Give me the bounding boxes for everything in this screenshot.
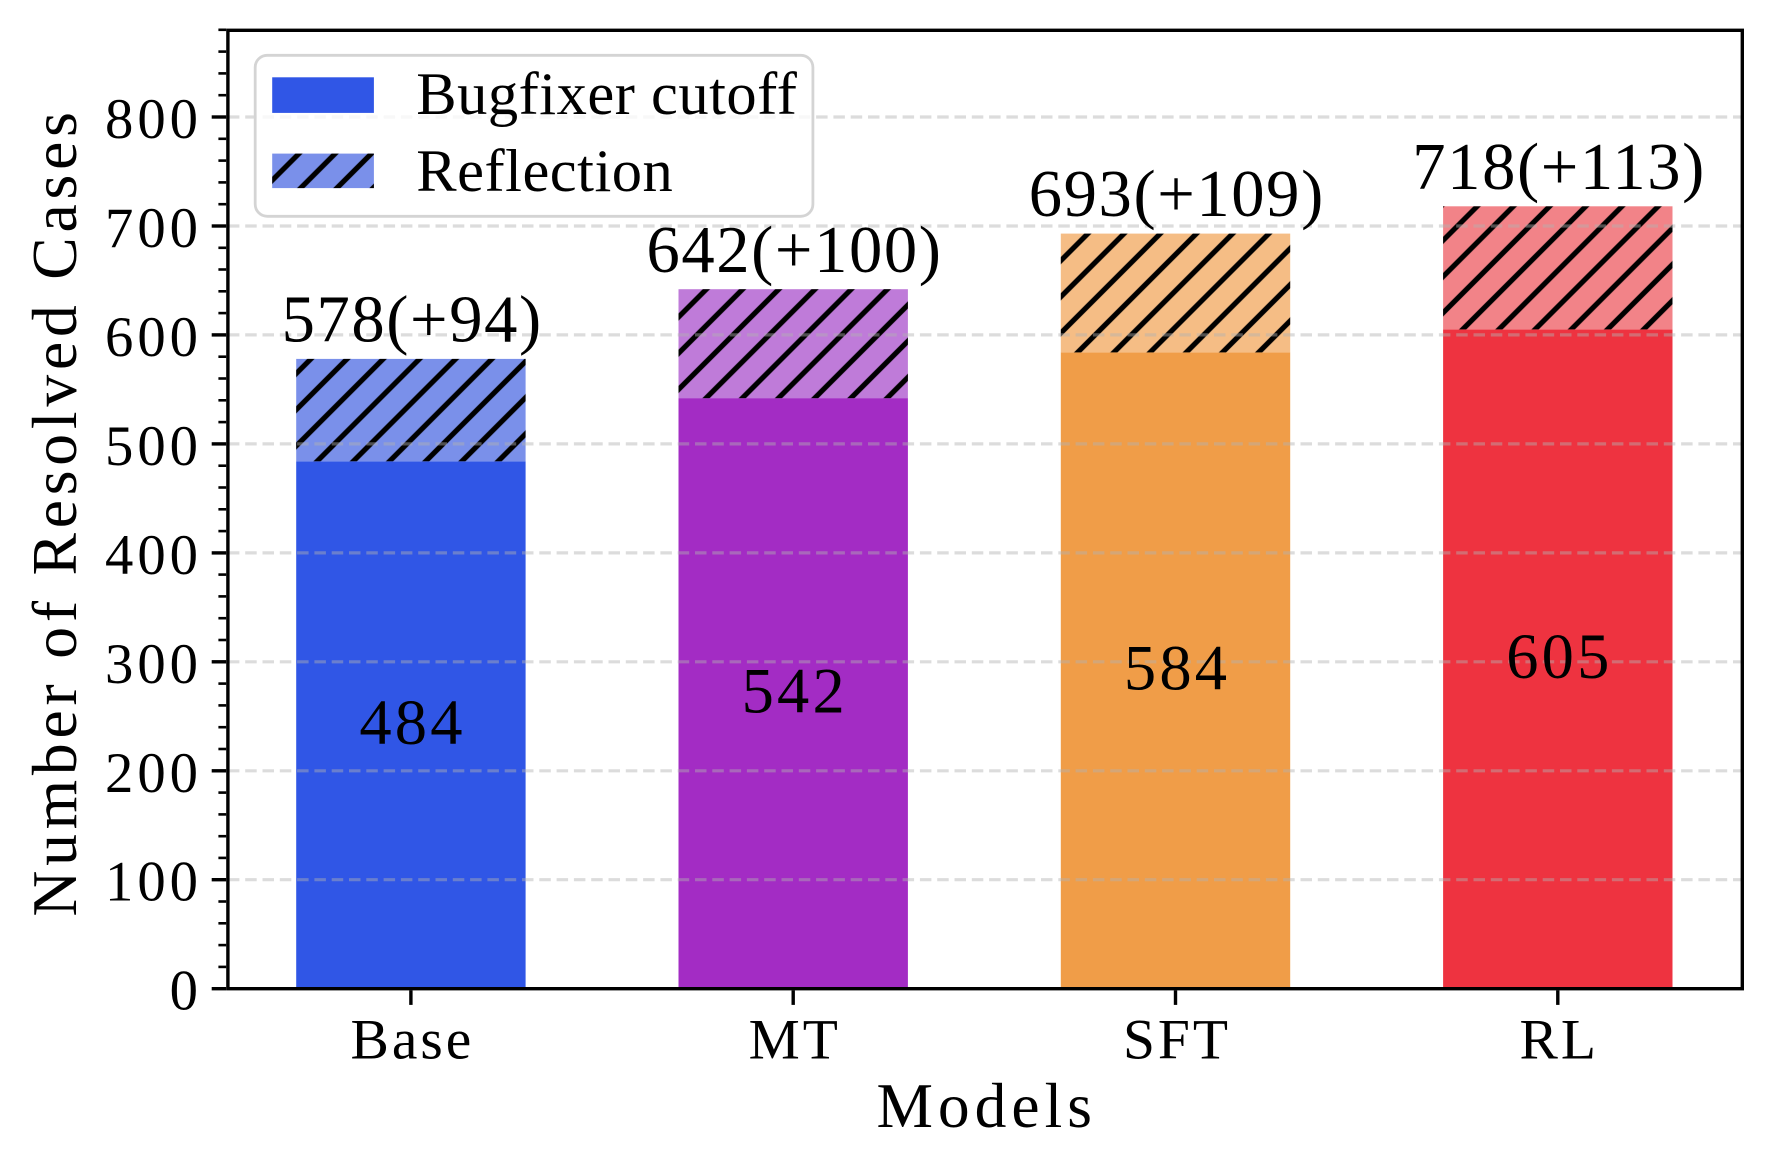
- svg-text:Models: Models: [876, 1070, 1097, 1141]
- svg-text:584: 584: [1124, 633, 1230, 704]
- svg-text:RL: RL: [1520, 1009, 1599, 1072]
- svg-text:Number of Resolved Cases: Number of Resolved Cases: [19, 107, 90, 916]
- svg-text:484: 484: [359, 687, 465, 758]
- svg-text:542: 542: [742, 655, 848, 726]
- svg-text:Reflection: Reflection: [416, 138, 673, 205]
- svg-text:700: 700: [105, 197, 202, 260]
- svg-text:400: 400: [105, 524, 202, 587]
- svg-text:500: 500: [105, 415, 202, 478]
- svg-text:605: 605: [1506, 621, 1612, 692]
- svg-text:693(+109): 693(+109): [1029, 158, 1325, 231]
- svg-text:Bugfixer cutoff: Bugfixer cutoff: [416, 61, 797, 128]
- svg-text:800: 800: [105, 88, 202, 151]
- svg-text:642(+100): 642(+100): [646, 214, 942, 287]
- svg-text:600: 600: [105, 306, 202, 369]
- svg-text:Base: Base: [351, 1009, 475, 1072]
- svg-text:200: 200: [105, 742, 202, 805]
- svg-text:300: 300: [105, 633, 202, 696]
- svg-text:718(+113): 718(+113): [1412, 131, 1706, 204]
- svg-text:578(+94): 578(+94): [282, 284, 543, 357]
- svg-text:SFT: SFT: [1123, 1009, 1231, 1072]
- svg-text:0: 0: [170, 960, 202, 1023]
- svg-text:MT: MT: [749, 1009, 841, 1072]
- svg-text:100: 100: [105, 851, 202, 914]
